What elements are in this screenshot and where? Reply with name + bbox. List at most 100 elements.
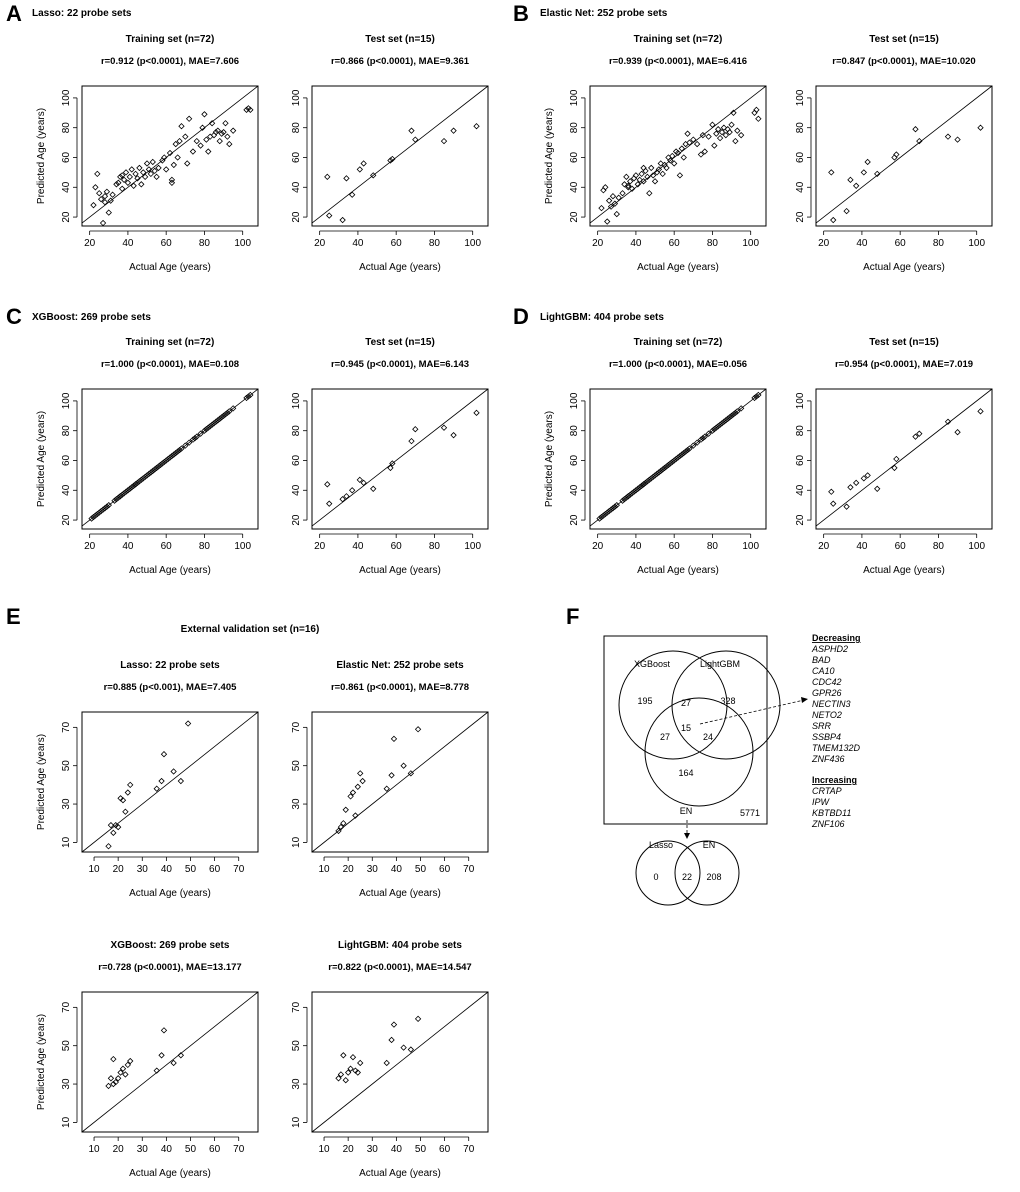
data-point <box>383 1059 390 1067</box>
data-point <box>737 131 745 139</box>
data-point <box>638 170 645 178</box>
data-point <box>676 452 684 460</box>
data-point <box>440 424 448 431</box>
gene-decreasing: NECTIN3 <box>812 699 851 709</box>
data-point <box>751 394 758 402</box>
y-tick-label: 50 <box>291 760 302 772</box>
y-tick-label: 60 <box>795 454 806 466</box>
data-point <box>686 139 693 146</box>
data-point <box>605 197 613 204</box>
data-point <box>335 1075 342 1082</box>
data-point <box>634 485 641 492</box>
data-point <box>136 164 143 172</box>
data-point <box>122 808 129 815</box>
x-tick-label: 20 <box>113 864 125 875</box>
y-tick-label: 100 <box>61 89 72 106</box>
y-tick-label: 80 <box>291 425 302 437</box>
data-point <box>705 430 712 437</box>
data-point <box>693 140 701 148</box>
small-venn-label-en: EN <box>703 840 716 850</box>
x-tick-label: 80 <box>199 541 211 552</box>
data-point <box>220 412 227 419</box>
data-point <box>352 812 359 819</box>
data-point <box>646 476 653 484</box>
data-point <box>342 1077 349 1084</box>
plot-frame <box>815 388 993 530</box>
y-tick-label: 60 <box>569 454 580 466</box>
data-point <box>208 421 216 428</box>
data-point <box>730 109 737 116</box>
plot-stat: r=0.954 (p<0.0001), MAE=7.019 <box>835 359 973 370</box>
venn-universe-box <box>603 635 768 825</box>
gene-decreasing: ZNF436 <box>811 754 845 764</box>
plot-stat: r=0.728 (p<0.0001), MAE=13.177 <box>98 962 241 973</box>
plot-stat: r=0.939 (p<0.0001), MAE=6.416 <box>609 56 747 67</box>
data-point <box>324 481 331 488</box>
data-point <box>657 467 664 475</box>
x-tick-label: 60 <box>391 238 403 249</box>
data-point <box>170 768 177 775</box>
x-tick-label: 50 <box>185 864 197 875</box>
data-point <box>680 154 687 161</box>
y-tick-label: 60 <box>61 454 72 466</box>
data-point <box>109 191 116 198</box>
data-point <box>114 823 122 831</box>
data-point <box>163 457 170 464</box>
data-point <box>407 1046 415 1053</box>
data-point <box>649 473 657 481</box>
data-point <box>627 178 634 185</box>
data-point <box>663 164 670 172</box>
x-tick-label: 40 <box>161 1144 173 1155</box>
small-venn-circle-en <box>674 840 740 906</box>
data-point <box>90 201 97 209</box>
x-tick-label: 80 <box>933 238 945 249</box>
data-point <box>912 126 919 133</box>
gene-increasing: ZNF106 <box>811 819 845 829</box>
data-point <box>207 423 214 430</box>
x-tick-label: 40 <box>630 238 642 249</box>
venn-circle-xgboost <box>618 650 728 760</box>
data-point <box>609 193 617 200</box>
data-point <box>347 1065 354 1072</box>
data-point <box>141 473 149 481</box>
data-point <box>101 504 109 512</box>
data-point <box>621 181 628 188</box>
data-point <box>117 493 124 500</box>
data-point <box>669 458 676 466</box>
data-point <box>111 497 118 504</box>
y-tick-label: 20 <box>569 514 580 526</box>
data-point <box>718 420 726 427</box>
data-point <box>728 412 735 419</box>
data-point <box>755 115 762 122</box>
data-point <box>412 136 419 143</box>
y-tick-label: 40 <box>569 181 580 193</box>
plot-frame <box>589 388 767 530</box>
data-point <box>229 127 237 134</box>
x-tick-label: 30 <box>137 864 149 875</box>
data-point <box>147 170 155 178</box>
x-tick-label: 50 <box>415 1144 427 1155</box>
gene-increasing: IPW <box>812 797 831 807</box>
data-point <box>916 430 923 437</box>
y-tick-label: 40 <box>291 181 302 193</box>
y-tick-label: 20 <box>291 211 302 223</box>
data-point <box>609 504 617 512</box>
data-point <box>151 167 158 175</box>
data-point <box>674 454 682 461</box>
data-point <box>120 176 128 183</box>
data-point <box>110 1080 117 1088</box>
x-axis-label: Actual Age (years) <box>637 565 719 576</box>
scatter-plot-d-test: Test set (n=15) r=0.954 (p<0.0001), MAE=7… <box>795 337 993 576</box>
data-point <box>412 426 419 433</box>
plot-frame <box>81 85 259 227</box>
data-point <box>189 148 197 155</box>
data-point <box>166 454 174 461</box>
plot-frame <box>311 388 489 530</box>
x-tick-label: 100 <box>464 541 481 552</box>
data-point <box>726 414 733 421</box>
x-tick-label: 60 <box>669 541 681 552</box>
data-point <box>690 442 697 449</box>
data-point <box>619 497 626 504</box>
data-point <box>354 783 361 790</box>
data-point <box>143 160 151 167</box>
